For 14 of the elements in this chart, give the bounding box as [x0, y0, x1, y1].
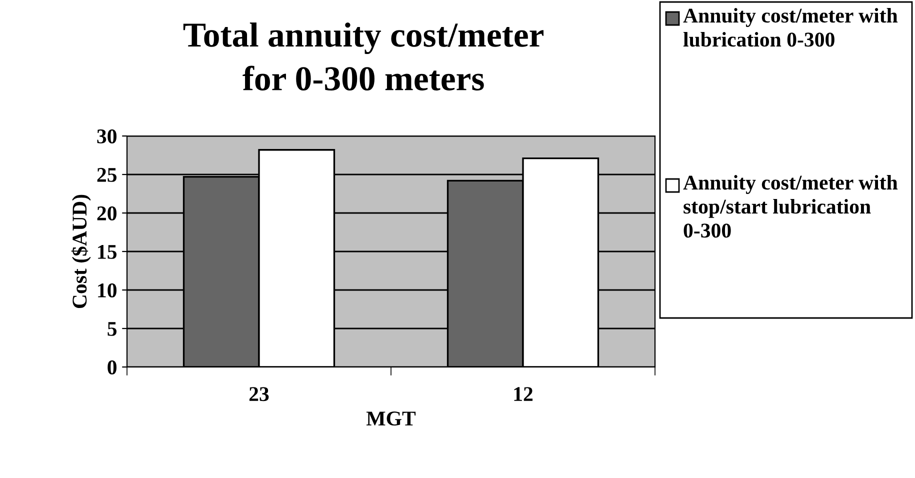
legend-label: Annuity cost/meter with stop/start lubrication 0-300: [683, 175, 898, 238]
x-axis-title: MGT: [366, 412, 416, 426]
y-tick-label: 15: [98, 244, 117, 259]
y-axis-title: Cost ($AUD): [71, 194, 91, 308]
y-tick-label: 25: [97, 168, 117, 182]
x-tick-label: 23: [249, 387, 269, 402]
y-tick-label: 10: [98, 283, 116, 298]
legend-label: Annuity cost/meter with lubrication 0-300: [683, 8, 898, 47]
x-tick-label: 12: [514, 387, 533, 401]
y-tick-label: 5: [108, 322, 117, 336]
y-tick-label: 0: [108, 360, 116, 374]
y-tick-label: 30: [97, 129, 116, 144]
y-tick-label: 20: [97, 206, 116, 220]
chart-title: Total annuity cost/meter for 0-300 meters: [183, 22, 544, 91]
